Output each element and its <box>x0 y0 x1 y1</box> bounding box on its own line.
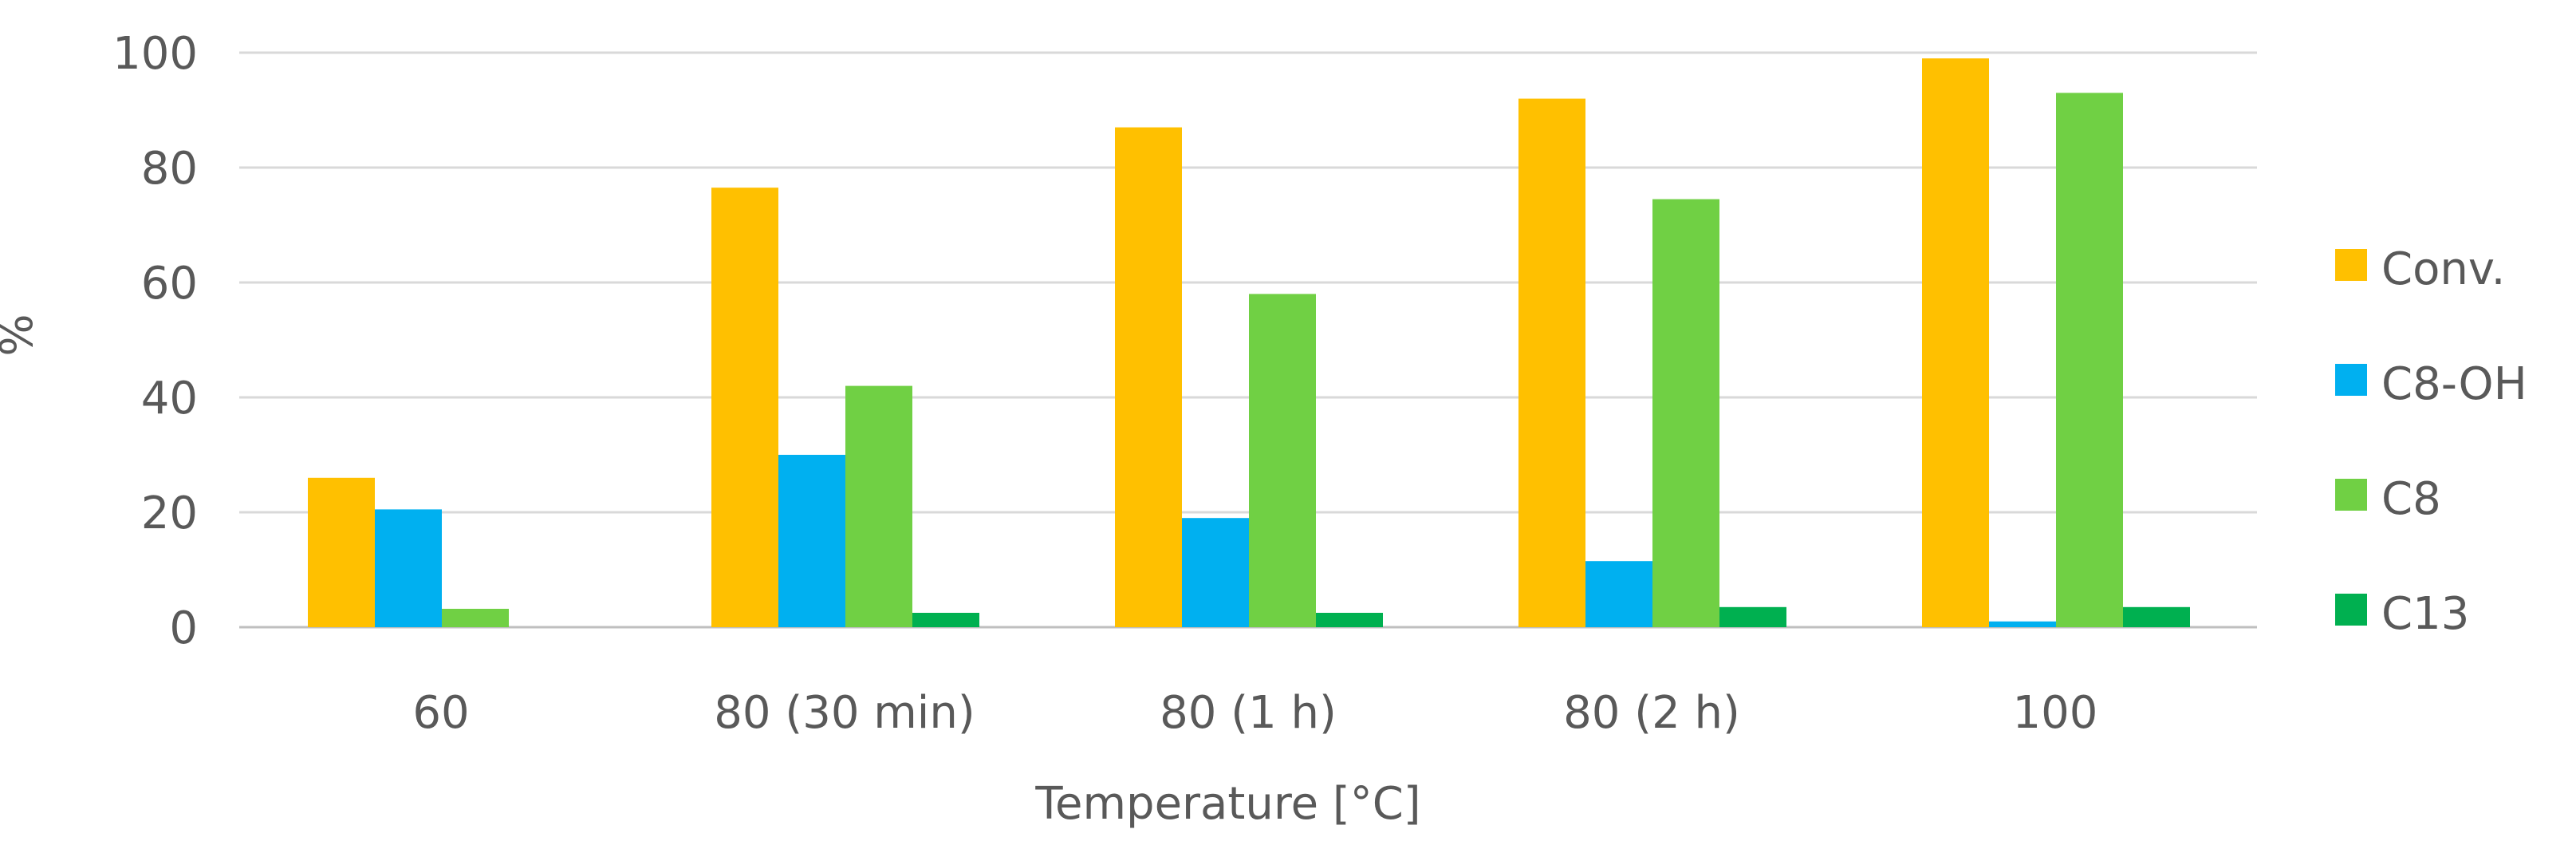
bar-c13-3 <box>1719 606 1786 627</box>
bar-c8-4 <box>2056 93 2123 627</box>
legend-label: Conv. <box>2381 243 2505 295</box>
bar-c13-4 <box>2123 606 2190 627</box>
y-tick-label: 80 <box>141 143 198 195</box>
bar-c8-0 <box>442 608 509 627</box>
bar-c13-1 <box>912 613 979 627</box>
legend-swatch <box>2335 249 2367 281</box>
bar-c8-2 <box>1249 294 1316 627</box>
y-tick-label: 60 <box>141 258 198 310</box>
bar-c13-2 <box>1316 613 1383 627</box>
legend-swatch <box>2335 594 2367 626</box>
legend-label: C8 <box>2381 473 2441 525</box>
x-tick-label: 60 <box>412 687 469 739</box>
bar-c8-oh-0 <box>375 509 442 627</box>
legend: Conv. C8-OH C8 C13 <box>2335 243 2527 640</box>
legend-label: C8-OH <box>2381 358 2527 410</box>
bar-conv-1 <box>711 188 778 627</box>
y-tick-label: 20 <box>141 488 198 539</box>
x-axis-label: Temperature [°C] <box>1034 778 1420 830</box>
legend-swatch <box>2335 364 2367 396</box>
gridlines <box>239 51 2257 629</box>
bar-conv-3 <box>1518 98 1585 628</box>
bar-c8-1 <box>845 385 912 627</box>
bar-conv-2 <box>1115 127 1182 628</box>
bar-c8-oh-2 <box>1182 518 1249 627</box>
legend-swatch <box>2335 479 2367 511</box>
y-tick-label: 0 <box>169 602 198 654</box>
x-tick-label: 80 (1 h) <box>1160 687 1337 739</box>
bar-c8-oh-3 <box>1585 561 1652 627</box>
bar-c8-oh-4 <box>1989 621 2056 627</box>
axes: 0 20 40 60 80 100 60 80 (30 min) 80 (1 h) 80 (2 h… <box>112 28 2097 739</box>
y-axis-label: % <box>0 314 43 356</box>
x-tick-label: 100 <box>2013 687 2098 739</box>
bar-c8-oh-1 <box>778 455 845 627</box>
bar-conv-4 <box>1922 58 1989 627</box>
bars <box>308 58 2190 628</box>
legend-label: C13 <box>2381 588 2469 640</box>
y-tick-label: 40 <box>141 373 198 424</box>
x-tick-label: 80 (30 min) <box>714 687 975 739</box>
x-tick-label: 80 (2 h) <box>1563 687 1740 739</box>
bar-c8-3 <box>1652 199 1719 628</box>
bar-conv-0 <box>308 477 375 627</box>
y-tick-label: 100 <box>112 28 198 80</box>
